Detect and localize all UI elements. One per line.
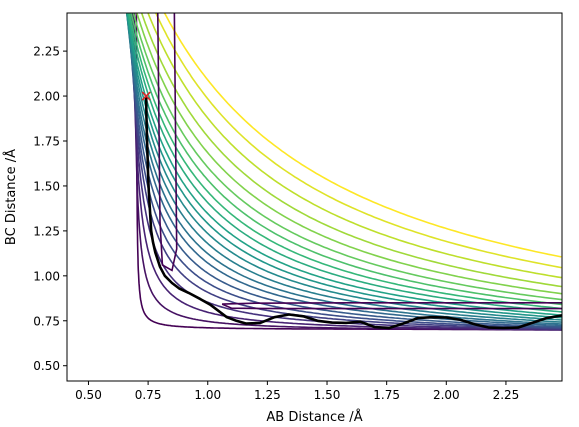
contour-line bbox=[163, 13, 562, 258]
start-marker-group bbox=[141, 91, 151, 101]
contour-line bbox=[128, 13, 562, 310]
contour-line bbox=[222, 302, 562, 305]
contour-line bbox=[126, 13, 562, 325]
y-axis-label: BC Distance /Å bbox=[3, 149, 19, 245]
contour-line bbox=[128, 13, 562, 329]
y-tick-label: 1.75 bbox=[33, 135, 60, 149]
contour-line bbox=[126, 13, 562, 319]
contour-line bbox=[127, 13, 562, 313]
contour-line bbox=[147, 13, 562, 279]
y-axis-ticks: 0.50 0.75 1.00 1.25 1.50 1.75 2.00 2.25 bbox=[33, 45, 67, 373]
start-marker bbox=[141, 91, 151, 101]
y-tick-label: 1.50 bbox=[33, 179, 60, 193]
contour-line bbox=[132, 13, 562, 301]
x-tick-label: 1.25 bbox=[254, 388, 281, 402]
x-tick-label: 1.50 bbox=[314, 388, 341, 402]
contour-line bbox=[125, 13, 562, 323]
trajectory bbox=[144, 96, 562, 330]
contour-line bbox=[125, 13, 562, 321]
y-tick-label: 2.25 bbox=[33, 45, 60, 59]
y-tick-label: 0.50 bbox=[33, 359, 60, 373]
x-tick-label: 1.00 bbox=[194, 388, 221, 402]
y-tick-label: 0.75 bbox=[33, 314, 60, 328]
x-tick-label: 1.75 bbox=[373, 388, 400, 402]
contour-line bbox=[126, 13, 562, 327]
y-tick-label: 1.25 bbox=[33, 224, 60, 238]
x-tick-label: 2.25 bbox=[493, 388, 520, 402]
contour-line bbox=[156, 13, 178, 272]
x-tick-label: 0.75 bbox=[135, 388, 162, 402]
trajectory-line bbox=[144, 96, 562, 330]
contour-line bbox=[135, 13, 562, 331]
contour-line bbox=[127, 13, 562, 328]
y-tick-label: 2.00 bbox=[33, 90, 60, 104]
contour-line bbox=[140, 13, 562, 288]
contour-lines bbox=[125, 13, 562, 331]
contour-line bbox=[130, 13, 562, 306]
y-tick-label: 1.00 bbox=[33, 269, 60, 283]
contour-line bbox=[154, 13, 562, 269]
x-axis-label: AB Distance /Å bbox=[266, 409, 362, 425]
contour-line bbox=[221, 303, 562, 310]
x-tick-label: 0.50 bbox=[75, 388, 102, 402]
contour-line bbox=[133, 13, 562, 331]
contour-line bbox=[130, 13, 562, 331]
x-axis-ticks: 0.50 0.75 1.00 1.25 1.50 1.75 2.00 2.25 bbox=[75, 381, 519, 402]
contour-line bbox=[136, 13, 562, 295]
plot-frame bbox=[66, 12, 563, 382]
contour-line bbox=[126, 13, 562, 316]
contour-line bbox=[129, 13, 562, 330]
x-tick-label: 2.00 bbox=[433, 388, 460, 402]
